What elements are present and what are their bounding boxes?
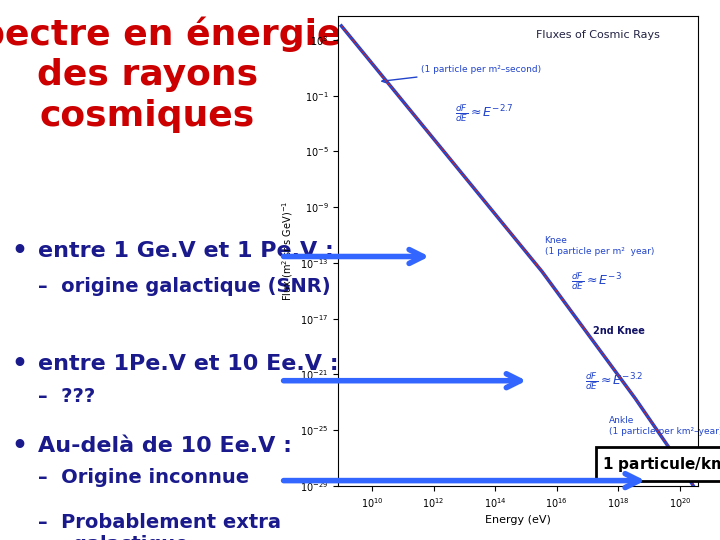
Text: Knee
(1 particle per m²  year): Knee (1 particle per m² year)	[544, 237, 654, 256]
Text: •: •	[12, 239, 28, 263]
Text: (1 particle per m²–second): (1 particle per m²–second)	[382, 65, 541, 83]
Text: Au-delà de 10 Ee.V :: Au-delà de 10 Ee.V :	[38, 435, 292, 456]
Text: Ankle
(1 particle per km²–year): Ankle (1 particle per km²–year)	[609, 416, 720, 436]
Text: $\frac{dF}{dE}\approx E^{-2.7}$: $\frac{dF}{dE}\approx E^{-2.7}$	[455, 102, 514, 124]
Text: entre 1Pe.V et 10 Ee.V :: entre 1Pe.V et 10 Ee.V :	[38, 354, 339, 375]
Text: entre 1 Ge.V et 1 Pe.V :: entre 1 Ge.V et 1 Pe.V :	[38, 241, 334, 261]
Text: –  Origine inconnue: – Origine inconnue	[38, 468, 250, 488]
Text: –  ???: – ???	[38, 387, 96, 407]
X-axis label: Energy (eV): Energy (eV)	[485, 515, 552, 525]
Text: 1 particule/km$^{2}$/siècle: 1 particule/km$^{2}$/siècle	[602, 453, 720, 475]
Text: $\frac{dF}{dE}\approx E^{-3.2}$: $\frac{dF}{dE}\approx E^{-3.2}$	[585, 370, 643, 392]
Text: •: •	[12, 434, 28, 457]
Y-axis label: Flux (m$^{2}$ sr s GeV)$^{-1}$: Flux (m$^{2}$ sr s GeV)$^{-1}$	[280, 201, 294, 301]
Text: 2nd Knee: 2nd Knee	[593, 326, 645, 336]
Text: –  origine galactique (SNR): – origine galactique (SNR)	[38, 276, 331, 296]
Text: Fluxes of Cosmic Rays: Fluxes of Cosmic Rays	[536, 30, 660, 40]
Text: $\frac{dF}{dE}\approx E^{-3}$: $\frac{dF}{dE}\approx E^{-3}$	[572, 269, 622, 292]
Text: •: •	[12, 353, 28, 376]
Text: Spectre en énergie
des rayons
cosmiques: Spectre en énergie des rayons cosmiques	[0, 16, 342, 133]
Text: –  Probablement extra
    -galactique: – Probablement extra -galactique	[38, 513, 282, 540]
